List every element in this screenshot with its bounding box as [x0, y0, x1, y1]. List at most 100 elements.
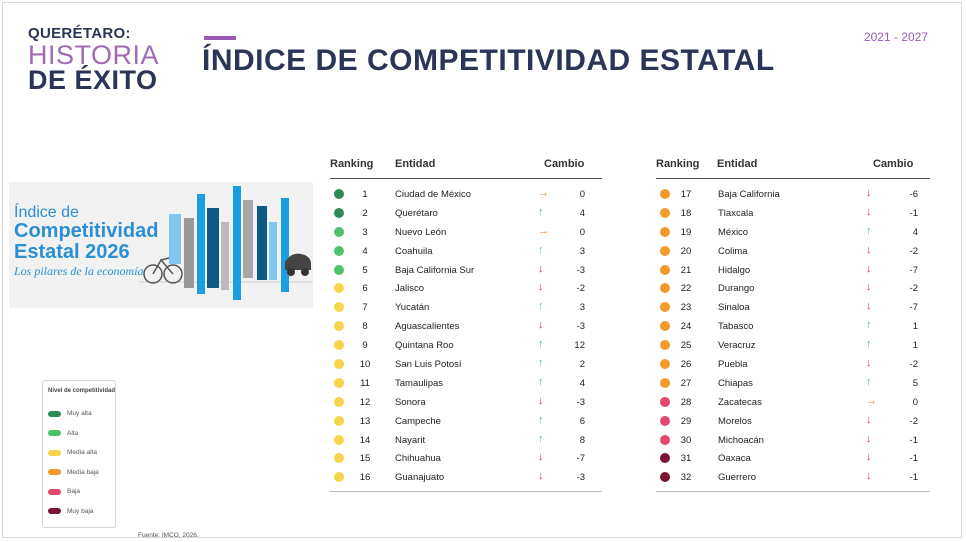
level-dot — [334, 472, 344, 483]
entity-cell: México — [718, 226, 749, 238]
table-row: 8 Aguascalientes ↓ -3 — [330, 317, 602, 336]
logo: QUERÉTARO: HISTORIA DE ÉXITO — [28, 26, 168, 94]
table-row: 28 Zacatecas → 0 — [656, 393, 930, 412]
table-row: 17 Baja California ↓ -6 — [656, 185, 930, 204]
level-dot — [660, 302, 670, 313]
rank-cell: 27 — [680, 377, 692, 389]
rank-cell: 13 — [359, 415, 371, 427]
banner-line-1: Índice de — [14, 204, 79, 221]
change-cell: 1 — [912, 340, 918, 352]
change-cell: 12 — [574, 340, 585, 352]
change-cell: -2 — [909, 283, 918, 295]
legend-label: Baja — [67, 488, 81, 496]
table-row: 4 Coahuila ↑ 3 — [330, 242, 602, 261]
change-cell: -3 — [576, 321, 585, 333]
entity-cell: Zacatecas — [718, 396, 762, 408]
rank-cell: 26 — [680, 359, 692, 371]
table-row: 29 Morelos ↓ -2 — [656, 412, 930, 431]
arrow-up-icon: ↑ — [866, 224, 872, 237]
legend-swatch — [48, 410, 61, 417]
level-dot — [334, 245, 344, 256]
rank-cell: 19 — [680, 226, 692, 238]
arrow-down-icon: ↓ — [866, 262, 872, 275]
header-ranking: Ranking — [330, 158, 374, 170]
rank-cell: 4 — [362, 245, 368, 257]
change-cell: -3 — [576, 472, 585, 484]
legend-swatch — [48, 449, 61, 456]
level-dot — [334, 302, 344, 313]
arrow-up-icon: ↑ — [538, 243, 544, 256]
table-row: 18 Tlaxcala ↓ -1 — [656, 204, 930, 223]
entity-cell: Nuevo León — [395, 226, 447, 238]
arrow-up-icon: ↑ — [538, 205, 544, 218]
table-row: 7 Yucatán ↑ 3 — [330, 298, 602, 317]
entity-cell: Tamaulipas — [395, 377, 444, 389]
level-dot — [660, 245, 670, 256]
table-row: 23 Sinaloa ↓ -7 — [656, 298, 930, 317]
legend-item: Muy baja — [48, 502, 110, 522]
table-row: 3 Nuevo León → 0 — [330, 223, 602, 242]
header-ranking: Ranking — [656, 158, 700, 170]
rank-cell: 23 — [680, 302, 692, 314]
change-cell: -2 — [576, 283, 585, 295]
change-cell: 0 — [579, 189, 585, 200]
arrow-up-icon: ↑ — [538, 432, 544, 445]
legend-label: Media alta — [67, 449, 97, 457]
entity-cell: Jalisco — [395, 283, 425, 295]
rank-cell: 32 — [680, 472, 692, 484]
arrow-down-icon: ↓ — [538, 394, 544, 407]
rank-cell: 8 — [362, 321, 368, 333]
level-dot — [334, 340, 344, 351]
arrow-right-icon: → — [538, 187, 549, 199]
level-dot — [334, 283, 344, 294]
header-cambio: Cambio — [544, 158, 585, 170]
arrow-down-icon: ↓ — [538, 281, 544, 294]
level-dot — [334, 321, 344, 332]
entity-cell: Sinaloa — [718, 302, 750, 314]
banner-illustration — [139, 186, 313, 300]
table-row: 5 Baja California Sur ↓ -3 — [330, 261, 602, 280]
arrow-down-icon: ↓ — [538, 451, 544, 464]
change-cell: 4 — [912, 226, 918, 238]
change-cell: -3 — [576, 264, 585, 276]
rank-cell: 22 — [680, 283, 692, 295]
arrow-up-icon: ↑ — [866, 375, 872, 388]
banner-image: Índice de Competitividad Estatal 2026 Lo… — [9, 182, 313, 308]
table-row: 30 Michoacán ↓ -1 — [656, 431, 930, 450]
rank-cell: 24 — [680, 321, 692, 333]
change-cell: -2 — [909, 245, 918, 257]
rank-cell: 5 — [362, 264, 368, 276]
competitiveness-legend: Nivel de competitividad Muy alta Alta Medi… — [42, 380, 116, 528]
level-dot — [334, 264, 344, 275]
level-dot — [334, 396, 344, 407]
logo-line-2: HISTORIA — [28, 40, 160, 70]
banner-line-3: Estatal 2026 — [14, 241, 130, 263]
entity-cell: Quintana Roo — [395, 340, 454, 352]
ranking-table-right: Ranking Entidad Cambio 17 Baja California… — [656, 158, 930, 493]
entity-cell: Colima — [718, 245, 748, 257]
table-row: 31 Oaxaca ↓ -1 — [656, 449, 930, 468]
logo-line-1: QUERÉTARO: — [28, 25, 131, 42]
entity-cell: Veracruz — [718, 340, 756, 352]
table-row: 10 San Luis Potosí ↑ 2 — [330, 355, 602, 374]
change-cell: 6 — [579, 415, 585, 427]
arrow-up-icon: ↑ — [538, 300, 544, 313]
level-dot — [334, 359, 344, 370]
change-cell: 0 — [912, 396, 918, 408]
rank-cell: 17 — [680, 189, 692, 200]
arrow-down-icon: ↓ — [866, 205, 872, 218]
level-dot — [660, 189, 670, 199]
level-dot — [660, 264, 670, 275]
rank-cell: 28 — [680, 396, 692, 408]
arrow-up-icon: ↑ — [538, 375, 544, 388]
rank-cell: 2 — [362, 207, 368, 219]
arrow-down-icon: ↓ — [538, 262, 544, 275]
change-cell: -1 — [909, 453, 918, 465]
arrow-up-icon: ↑ — [538, 338, 544, 351]
rank-cell: 12 — [359, 396, 371, 408]
entity-cell: Hidalgo — [718, 264, 751, 276]
change-cell: -2 — [909, 415, 918, 427]
change-cell: 5 — [912, 377, 918, 389]
legend-swatch — [48, 508, 61, 515]
